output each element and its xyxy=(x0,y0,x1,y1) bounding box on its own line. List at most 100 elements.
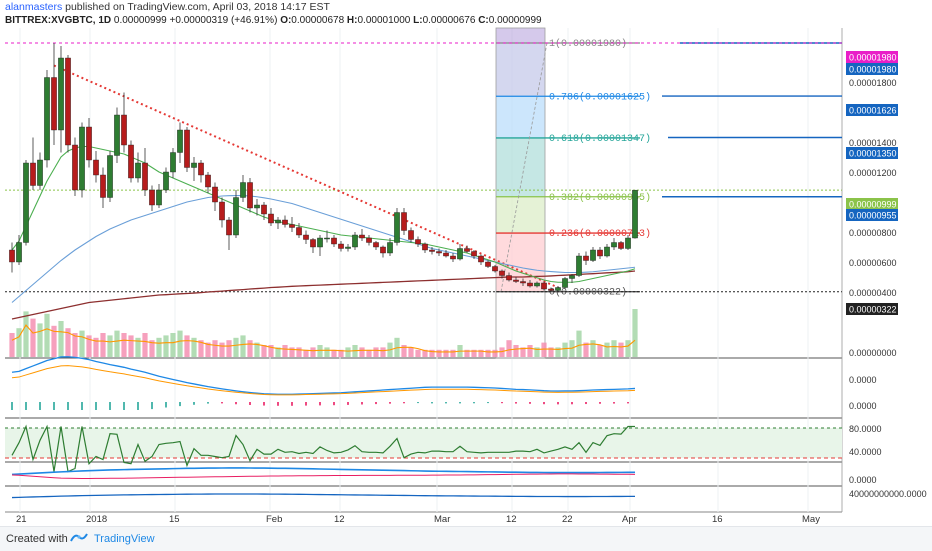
open-label: O: xyxy=(280,15,292,26)
volume-bar xyxy=(611,340,617,357)
time-tick-label: 21 xyxy=(16,514,27,525)
candle-body xyxy=(471,251,477,257)
open-value: 0.00000678 xyxy=(291,15,345,26)
symbol-name[interactable]: BITTREX:XVGBTC, 1D xyxy=(5,15,112,26)
candle-body xyxy=(107,155,113,198)
volume-bar xyxy=(513,345,519,357)
volume-bar xyxy=(65,328,71,357)
price-change: +0.00000319 (+46.91%) xyxy=(169,15,278,26)
volume-bar xyxy=(219,342,225,357)
price-badge xyxy=(846,104,898,116)
macd-histogram-bar xyxy=(123,402,125,410)
volume-bar xyxy=(289,347,295,357)
author-link[interactable]: alanmasters xyxy=(5,1,63,13)
macd-histogram-bar xyxy=(613,402,615,404)
price-tick-label: 0.00001800 xyxy=(849,78,897,88)
candle-body xyxy=(555,287,561,291)
volume-bar xyxy=(23,311,29,357)
volume-bar xyxy=(422,349,428,357)
volume-bar xyxy=(534,347,540,357)
candle-body xyxy=(275,219,281,224)
volume-bar xyxy=(128,335,134,357)
high-value: 0.00001000 xyxy=(357,15,411,26)
volume-bar xyxy=(506,340,512,357)
candle-body xyxy=(429,249,435,252)
publish-text: published on TradingView.com, April 03, … xyxy=(65,1,330,13)
volume-bar xyxy=(485,349,491,357)
volume-bar xyxy=(296,347,302,357)
volume-bar xyxy=(247,340,253,357)
fib-zone xyxy=(496,43,545,97)
price-badge xyxy=(846,198,898,210)
volume-bar xyxy=(478,349,484,357)
volume-bar xyxy=(625,340,631,357)
volume-bar xyxy=(541,342,547,357)
price-chart[interactable]: 1(0.00001980) 0.786(0.00001625) 0.618(0.00… xyxy=(0,0,932,526)
volume-bar xyxy=(58,321,64,357)
volume-bar xyxy=(114,330,120,357)
macd-histogram-bar xyxy=(417,402,419,404)
tradingview-brand[interactable]: TradingView xyxy=(94,533,155,545)
price-badge-label: 0.00001980 xyxy=(849,53,897,63)
time-tick-label: May xyxy=(802,514,820,525)
volume-bar xyxy=(268,345,274,357)
candle-body xyxy=(611,242,617,248)
volume-bar xyxy=(191,337,197,357)
macd-histogram-bar xyxy=(487,402,489,404)
candle-body xyxy=(58,57,64,131)
volume-bar xyxy=(303,349,309,357)
macd-histogram-bar xyxy=(403,402,405,404)
last-price: 0.00000999 xyxy=(113,15,167,26)
candle-body xyxy=(72,144,78,191)
macd-histogram-bar xyxy=(599,402,601,404)
pane4-line-blue xyxy=(11,467,636,476)
macd-tick-label: 0.0000 xyxy=(849,401,877,411)
candle-body xyxy=(16,242,22,263)
price-badge xyxy=(846,303,898,315)
symbol-line: BITTREX:XVGBTC, 1D 0.00000999 +0.0000031… xyxy=(5,15,542,26)
macd-histogram-bar xyxy=(319,402,321,406)
pane4-tick-label: 0.0000 xyxy=(849,475,877,485)
price-badge-label: 0.00001350 xyxy=(849,149,897,159)
volume-bar xyxy=(79,330,85,357)
macd-histogram-bar xyxy=(67,402,69,410)
main-pane xyxy=(0,28,932,358)
volume-bar xyxy=(184,335,190,357)
candle-body xyxy=(135,162,141,179)
tradingview-logo-icon xyxy=(70,533,88,542)
candle-body xyxy=(562,278,568,288)
macd-histogram-bar xyxy=(347,402,349,405)
candle-body xyxy=(380,246,386,254)
volume-bar xyxy=(149,340,155,357)
candle-body xyxy=(422,243,428,251)
candle-body xyxy=(121,114,127,146)
time-tick-label: Mar xyxy=(434,514,450,525)
volume-bar xyxy=(576,330,582,357)
fib-level-label: 0.786(0.00001625) xyxy=(549,91,651,103)
macd-histogram-bar xyxy=(81,402,83,410)
macd-histogram-bar xyxy=(25,402,27,410)
price-badge xyxy=(846,63,898,75)
volume-bar xyxy=(100,333,106,357)
volume-bar xyxy=(44,313,50,357)
volume-bar xyxy=(436,349,442,357)
fib-zone xyxy=(496,96,545,138)
volume-bar xyxy=(86,335,92,357)
volume-bar xyxy=(142,333,148,357)
candle-body xyxy=(170,152,176,173)
volume-bar xyxy=(37,323,43,357)
volume-bar xyxy=(240,335,246,357)
candle-body xyxy=(450,255,456,260)
volume-bar xyxy=(30,318,36,357)
volume-bar xyxy=(254,342,260,357)
low-label: L: xyxy=(413,15,423,26)
volume-bar xyxy=(408,347,414,357)
time-tick-label: 22 xyxy=(562,514,573,525)
rsi-tick-label: 40.0000 xyxy=(849,447,882,457)
candle-body xyxy=(478,255,484,263)
candle-body xyxy=(177,129,183,153)
fib-range-top xyxy=(496,28,545,43)
volume-bar xyxy=(520,347,526,357)
macd-histogram-bar xyxy=(263,402,265,406)
candle-body xyxy=(625,237,631,249)
